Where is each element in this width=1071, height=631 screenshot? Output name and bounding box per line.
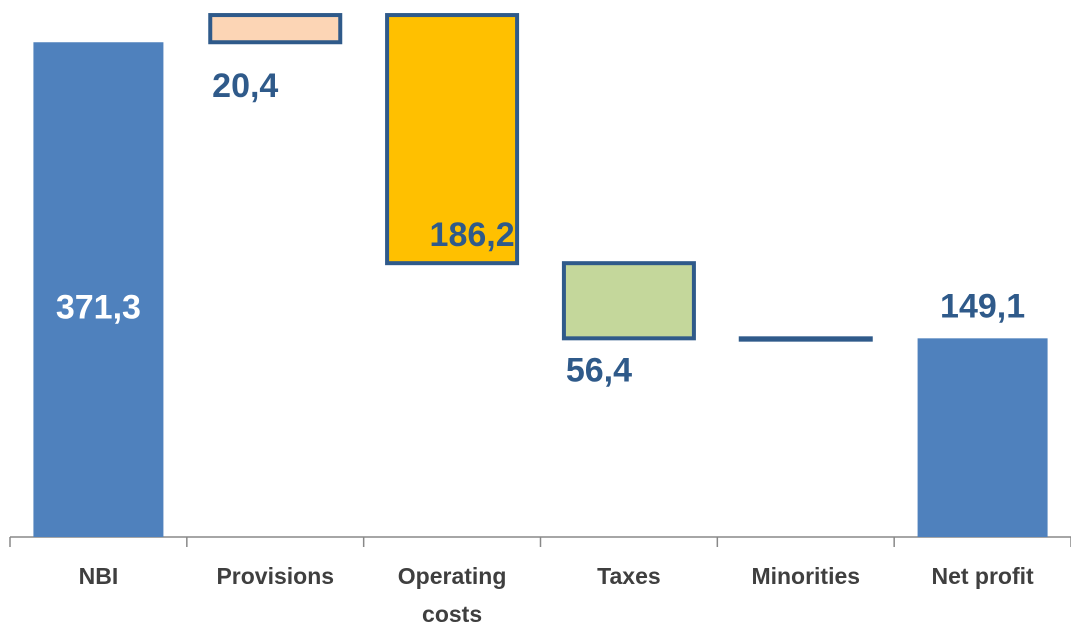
bar bbox=[33, 42, 164, 538]
value-label: 371,3 bbox=[56, 289, 141, 327]
x-tick-label: NBI bbox=[79, 563, 119, 589]
x-tick-label: Operating costs bbox=[398, 563, 507, 626]
value-label: 20,4 bbox=[212, 67, 278, 105]
x-tick-label: Net profit bbox=[931, 563, 1034, 589]
bar bbox=[917, 338, 1048, 537]
x-tick-label-line: Operating bbox=[398, 563, 507, 589]
bar bbox=[208, 13, 343, 45]
x-tick-label-line: costs bbox=[422, 601, 482, 626]
value-label: 56,4 bbox=[566, 351, 632, 389]
x-tick-label: Minorities bbox=[751, 563, 860, 589]
x-tick-label: Taxes bbox=[597, 563, 661, 589]
x-tick-label: Provisions bbox=[216, 563, 334, 589]
bar bbox=[738, 336, 873, 342]
bar bbox=[385, 13, 520, 266]
value-label: 149,1 bbox=[940, 287, 1025, 325]
bar bbox=[561, 261, 696, 341]
value-label: 186,2 bbox=[430, 216, 515, 254]
